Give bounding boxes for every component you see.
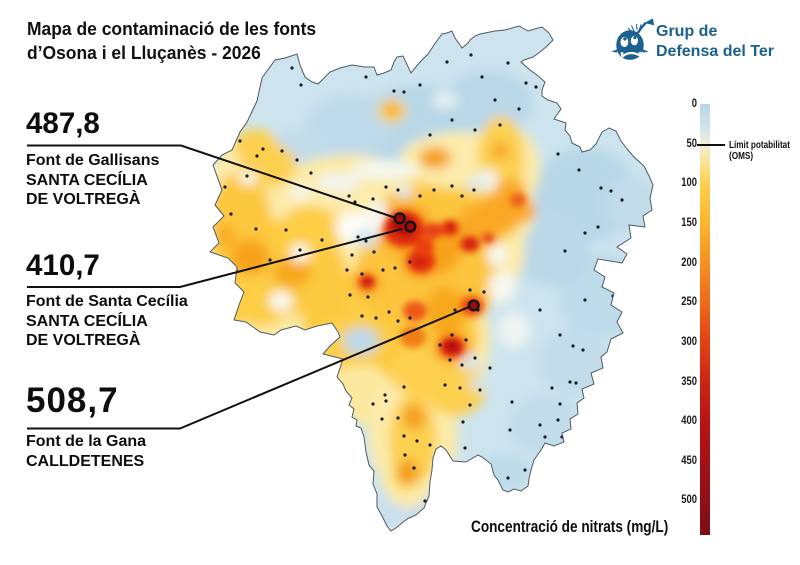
svg-text:Grup de: Grup de [656,23,717,40]
svg-text:Defensa del Ter: Defensa del Ter [656,43,774,60]
